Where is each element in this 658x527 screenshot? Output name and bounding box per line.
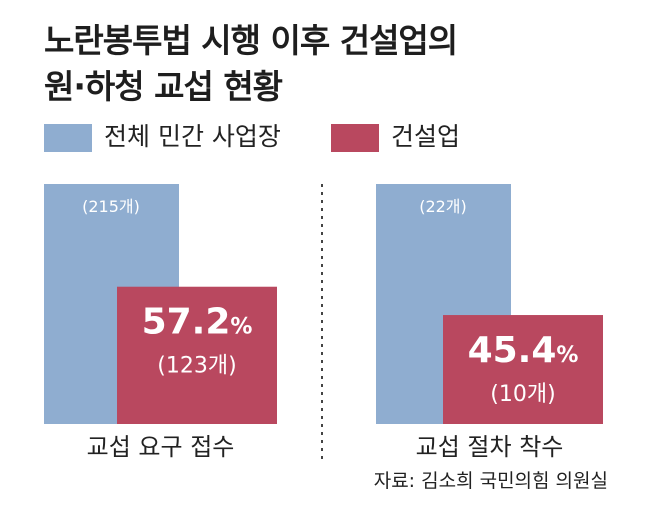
bar-construction-1 <box>117 286 277 424</box>
bar-construction-count-label-2: (10개) <box>490 382 555 407</box>
legend-swatch-total <box>44 124 92 152</box>
bar-total-count-label-1: (215개) <box>82 197 140 216</box>
bar-construction-2 <box>443 315 603 424</box>
bar-construction-percent-label-2: 45.4% <box>468 330 579 371</box>
legend-swatch-construction <box>331 124 379 152</box>
chart-title: 노란봉투법 시행 이후 건설업의 원·하청 교섭 현황 <box>44 18 458 110</box>
legend-label-total: 전체 민간 사업장 <box>104 122 281 151</box>
category-label-2: 교섭 절차 착수 <box>416 433 564 461</box>
title-line-2: 원·하청 교섭 현황 <box>44 67 283 106</box>
title-line-1: 노란봉투법 시행 이후 건설업의 <box>44 21 458 60</box>
bar-construction-count-label-1: (123개) <box>157 354 236 379</box>
source-note: 자료: 김소희 국민의힘 의원실 <box>373 470 608 492</box>
bar-construction-percent-label-1: 57.2% <box>142 302 253 343</box>
category-label-1: 교섭 요구 접수 <box>87 433 235 461</box>
legend-label-construction: 건설업 <box>391 122 461 151</box>
bar-total-count-label-2: (22개) <box>419 197 467 216</box>
